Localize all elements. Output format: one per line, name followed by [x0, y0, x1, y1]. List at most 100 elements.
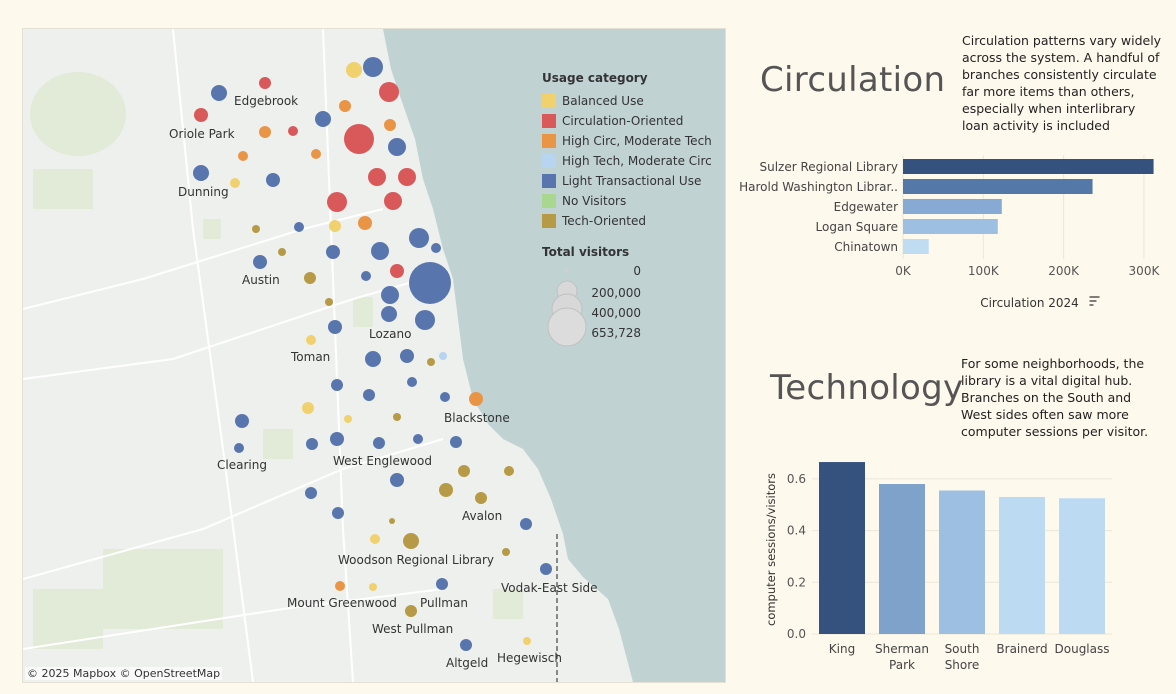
branch-map[interactable]: Edgebrook Oriole Park Dunning Austin Tom…: [22, 28, 726, 683]
branch-bubble[interactable]: [409, 228, 429, 248]
map-canvas[interactable]: Edgebrook Oriole Park Dunning Austin Tom…: [23, 29, 725, 682]
legend-item[interactable]: Balanced Use: [542, 91, 722, 111]
branch-bubble[interactable]: [259, 126, 271, 138]
branch-bubble[interactable]: [400, 349, 414, 363]
branch-bubble[interactable]: [427, 358, 435, 366]
branch-bubble[interactable]: [332, 507, 344, 519]
branch-bubble[interactable]: [327, 192, 347, 212]
branch-bubble[interactable]: [328, 320, 342, 334]
branch-bubble[interactable]: [211, 85, 227, 101]
branch-bubble[interactable]: [234, 443, 244, 453]
branch-bubble[interactable]: [278, 248, 286, 256]
branch-bubble[interactable]: [305, 487, 317, 499]
branch-bubble[interactable]: [371, 242, 389, 260]
branch-bubble[interactable]: [458, 465, 470, 477]
branch-bubble[interactable]: [326, 245, 340, 259]
circulation-bar[interactable]: [903, 159, 1154, 174]
branch-bubble[interactable]: [302, 402, 314, 414]
branch-bubble[interactable]: [379, 82, 399, 102]
branch-bubble[interactable]: [294, 222, 304, 232]
branch-bubble[interactable]: [288, 126, 298, 136]
branch-bubble[interactable]: [331, 379, 343, 391]
branch-bubble[interactable]: [439, 483, 453, 497]
branch-bubble[interactable]: [304, 272, 316, 284]
branch-bubble[interactable]: [329, 220, 341, 232]
branch-bubble[interactable]: [315, 111, 331, 127]
branch-bubble[interactable]: [335, 581, 345, 591]
legend-item[interactable]: Circulation-Oriented: [542, 111, 722, 131]
map-attribution[interactable]: © 2025 Mapbox © OpenStreetMap: [25, 667, 223, 680]
branch-bubble[interactable]: [238, 151, 248, 161]
branch-bubble[interactable]: [361, 271, 371, 281]
branch-bubble[interactable]: [259, 77, 271, 89]
branch-bubble[interactable]: [384, 192, 402, 210]
branch-bubble[interactable]: [363, 389, 375, 401]
branch-bubble[interactable]: [346, 62, 362, 78]
branch-bubble[interactable]: [436, 578, 448, 590]
branch-bubble[interactable]: [369, 583, 377, 591]
branch-bubble[interactable]: [253, 255, 267, 269]
branch-bubble[interactable]: [390, 473, 404, 487]
circulation-bar[interactable]: [903, 219, 998, 234]
branch-bubble[interactable]: [306, 335, 316, 345]
branch-bubble[interactable]: [540, 563, 552, 575]
branch-bubble[interactable]: [344, 415, 352, 423]
technology-bar[interactable]: [819, 462, 865, 634]
branch-bubble[interactable]: [194, 108, 208, 122]
branch-bubble[interactable]: [390, 264, 404, 278]
branch-bubble[interactable]: [252, 225, 260, 233]
branch-bubble[interactable]: [368, 168, 386, 186]
sort-icon[interactable]: [1089, 296, 1100, 306]
branch-bubble[interactable]: [439, 352, 447, 360]
branch-bubble[interactable]: [373, 437, 385, 449]
branch-bubble[interactable]: [381, 286, 399, 304]
branch-bubble[interactable]: [370, 534, 380, 544]
branch-bubble[interactable]: [388, 138, 406, 156]
branch-bubble[interactable]: [460, 639, 472, 651]
branch-bubble[interactable]: [306, 438, 318, 450]
branch-bubble[interactable]: [407, 377, 417, 387]
technology-bar[interactable]: [879, 484, 925, 634]
branch-bubble[interactable]: [363, 57, 383, 77]
technology-bar[interactable]: [939, 490, 985, 634]
technology-chart[interactable]: 0.0 0.2 0.4 0.6 King Sherman Park South Shore Bra…: [760, 448, 1170, 682]
legend-item[interactable]: High Tech, Moderate Circ: [542, 151, 722, 171]
branch-bubble[interactable]: [311, 149, 321, 159]
branch-bubble[interactable]: [339, 100, 351, 112]
branch-bubble[interactable]: [450, 436, 462, 448]
legend-item[interactable]: High Circ, Moderate Tech: [542, 131, 722, 151]
branch-bubble[interactable]: [381, 306, 397, 322]
branch-bubble[interactable]: [325, 298, 333, 306]
legend-item[interactable]: Light Transactional Use: [542, 171, 722, 191]
technology-bar-chart[interactable]: 0.0 0.2 0.4 0.6 King Sherman Park South Shore Bra…: [760, 448, 1170, 678]
branch-bubble[interactable]: [384, 119, 396, 131]
circulation-bar-chart[interactable]: Sulzer Regional Library Harold Washington…: [730, 150, 1170, 315]
branch-bubble[interactable]: [403, 533, 419, 549]
circulation-bar[interactable]: [903, 179, 1093, 194]
circulation-bar[interactable]: [903, 239, 929, 254]
branch-bubble[interactable]: [475, 492, 487, 504]
branch-bubble[interactable]: [440, 392, 450, 402]
technology-bar[interactable]: [1059, 498, 1105, 634]
branch-bubble[interactable]: [431, 243, 441, 253]
branch-bubble[interactable]: [398, 168, 416, 186]
branch-bubble[interactable]: [520, 518, 532, 530]
branch-bubble[interactable]: [235, 414, 249, 428]
branch-bubble[interactable]: [358, 216, 372, 230]
branch-bubble[interactable]: [469, 392, 483, 406]
branch-bubble[interactable]: [413, 434, 423, 444]
legend-item[interactable]: Tech-Oriented: [542, 211, 722, 231]
branch-bubble[interactable]: [502, 548, 510, 556]
circulation-chart[interactable]: Sulzer Regional Library Harold Washington…: [730, 150, 1170, 319]
branch-bubble[interactable]: [409, 262, 451, 304]
circulation-bar[interactable]: [903, 199, 1002, 214]
branch-bubble[interactable]: [330, 432, 344, 446]
branch-bubble[interactable]: [266, 173, 280, 187]
branch-bubble[interactable]: [393, 413, 401, 421]
branch-bubble[interactable]: [193, 165, 209, 181]
branch-bubble[interactable]: [415, 310, 435, 330]
branch-bubble[interactable]: [230, 178, 240, 188]
branch-bubble[interactable]: [405, 605, 417, 617]
branch-bubbles[interactable]: [193, 57, 552, 651]
branch-bubble[interactable]: [504, 466, 514, 476]
